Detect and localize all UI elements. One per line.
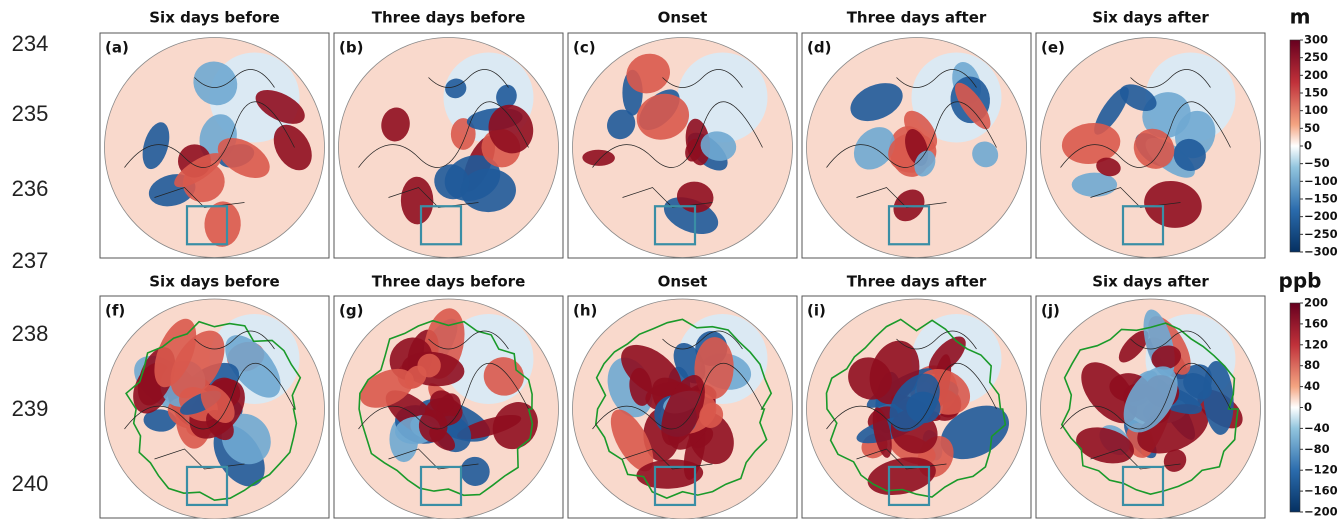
colorbar-label: 0 [1304, 139, 1312, 153]
panel-label: (i) [807, 302, 826, 320]
colorbar-label: −150 [1304, 192, 1338, 206]
colorbar-label: −120 [1304, 463, 1338, 477]
panel-label: (e) [1041, 39, 1065, 57]
colorbar-label: −160 [1304, 484, 1338, 498]
panel-label: (g) [339, 302, 363, 320]
colorbar-label: 150 [1304, 86, 1328, 100]
panel-label: (a) [105, 39, 129, 57]
map [807, 299, 1027, 519]
colorbar [1290, 40, 1300, 252]
colorbar-label: 160 [1304, 316, 1328, 330]
colorbar-unit: m [1290, 5, 1311, 29]
panel-title: Six days after [1092, 273, 1209, 291]
colorbar-label: 80 [1304, 358, 1320, 372]
panel-title: Onset [658, 9, 708, 27]
map [573, 299, 793, 519]
colorbar-label: −40 [1304, 421, 1330, 435]
panel-title: Three days after [847, 273, 987, 291]
map [105, 38, 325, 258]
colorbar-label: 40 [1304, 379, 1320, 393]
map [807, 38, 1027, 258]
colorbar-label: −50 [1304, 156, 1330, 170]
panel-title: Six days before [149, 273, 279, 291]
map [339, 299, 559, 519]
colorbar-label: 0 [1304, 400, 1312, 414]
line-number: 236 [12, 176, 49, 201]
panel-label: (c) [573, 39, 596, 57]
colorbar-label: −300 [1304, 245, 1338, 259]
map [1041, 38, 1261, 258]
colorbar [1290, 303, 1300, 512]
panel-title: Onset [658, 273, 708, 291]
line-number: 237 [12, 248, 49, 273]
colorbar-label: 120 [1304, 337, 1328, 351]
panel-label: (d) [807, 39, 831, 57]
line-number: 235 [12, 101, 49, 126]
panel-title: Three days before [372, 273, 526, 291]
map [105, 299, 325, 519]
line-number: 238 [12, 321, 49, 346]
colorbar-label: 250 [1304, 50, 1328, 64]
map [573, 38, 793, 258]
panel-title: Six days before [149, 9, 279, 27]
panel-label: (b) [339, 39, 363, 57]
panel-label: (j) [1041, 302, 1060, 320]
colorbar-label: 200 [1304, 296, 1328, 310]
colorbar-label: −200 [1304, 505, 1338, 519]
colorbar-label: 50 [1304, 121, 1320, 135]
anomaly [1072, 173, 1117, 197]
colorbar-label: −250 [1304, 227, 1338, 241]
colorbar-label: 300 [1304, 33, 1328, 47]
panel-title: Three days before [372, 9, 526, 27]
figure: 234 235 236 237 238 239 240 Six days before (a) T… [0, 0, 1343, 519]
colorbar-label: −80 [1304, 442, 1330, 456]
line-number: 234 [12, 31, 49, 56]
panel-title: Three days after [847, 9, 987, 27]
colorbar-label: 100 [1304, 103, 1328, 117]
panel-title: Six days after [1092, 9, 1209, 27]
colorbar-label: −200 [1304, 209, 1338, 223]
line-number: 240 [12, 471, 49, 496]
map [339, 38, 559, 258]
colorbar-unit: ppb [1279, 269, 1322, 293]
colorbar-label: 200 [1304, 68, 1328, 82]
panel-label: (f) [105, 302, 125, 320]
line-number: 239 [12, 396, 49, 421]
colorbar-label: −100 [1304, 174, 1338, 188]
panel-label: (h) [573, 302, 597, 320]
map [1041, 299, 1261, 519]
